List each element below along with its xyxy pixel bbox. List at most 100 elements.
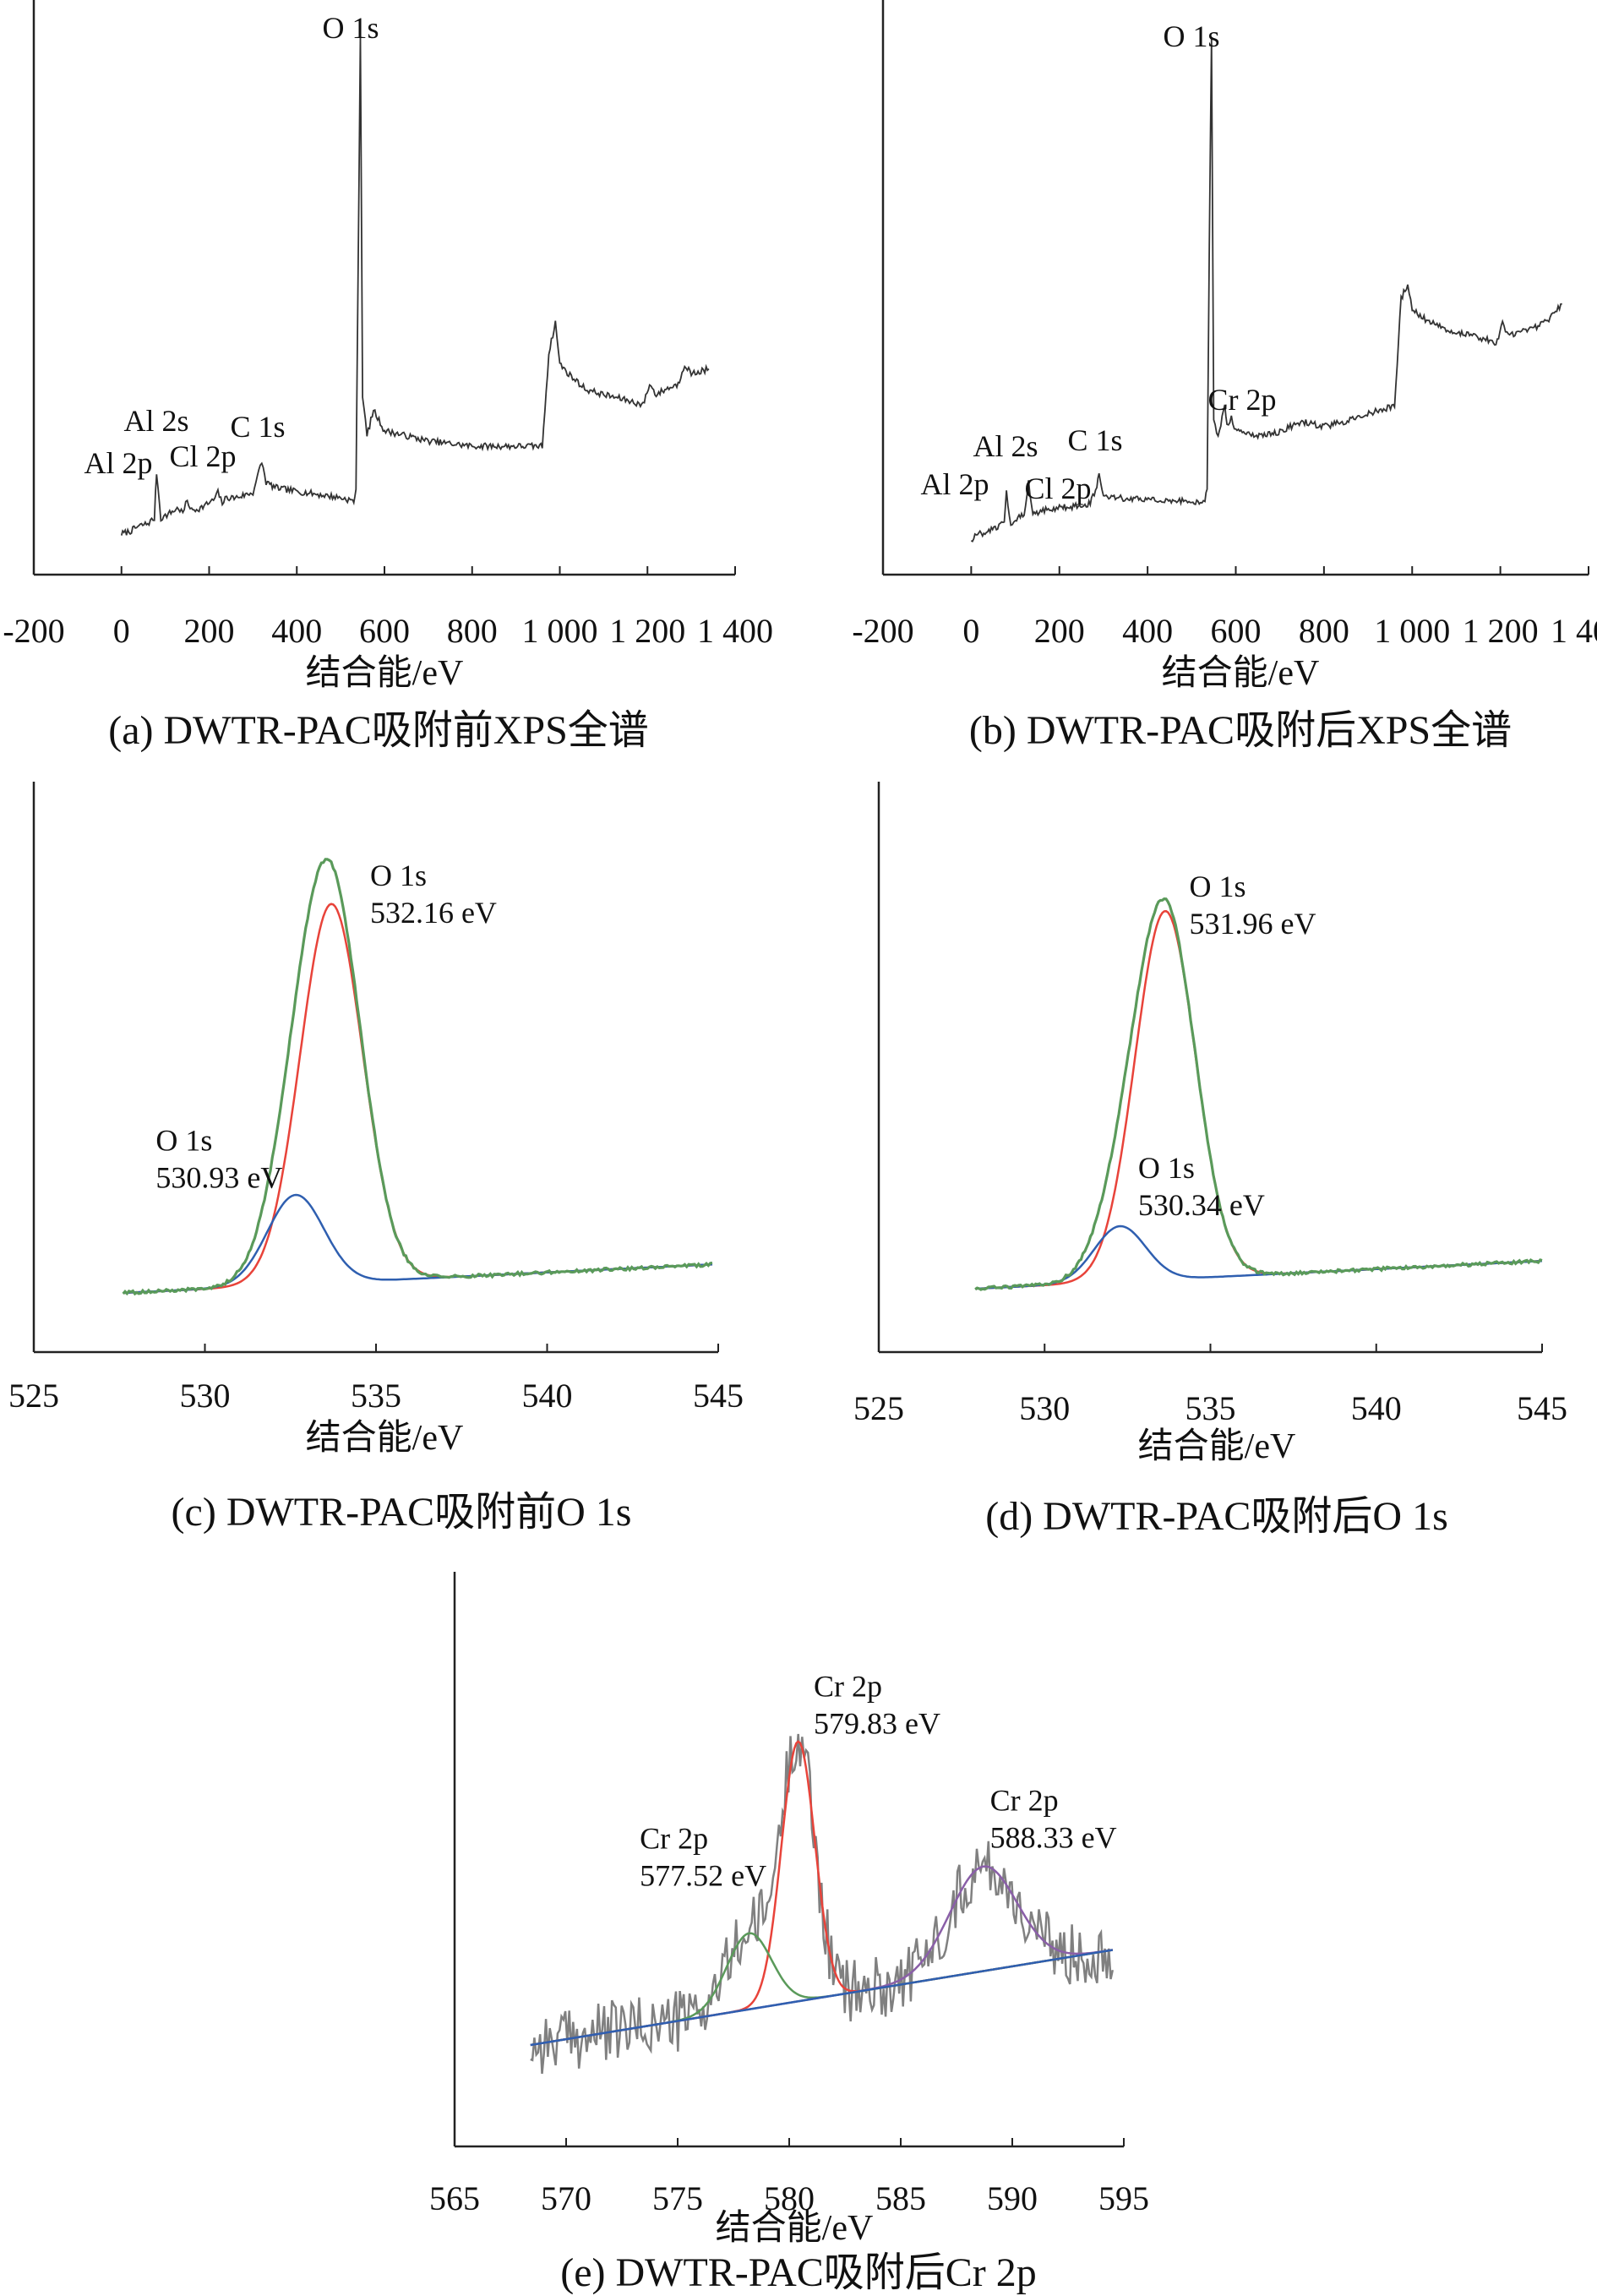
panel-c-tick-label: 545 <box>693 1377 744 1415</box>
panel-e-tick-label: 565 <box>429 2179 480 2217</box>
panel-a-tick-label: 600 <box>359 612 410 650</box>
panel-d-tick-label: 545 <box>1517 1389 1567 1427</box>
panel-e-xlabel: 结合能/eV <box>716 2209 874 2248</box>
panel-a-peak-label: C 1s <box>230 410 285 444</box>
panel-c-tick-label: 530 <box>180 1377 231 1415</box>
panel-a-tick-label: 1 400 <box>697 612 773 650</box>
panel-d-peak-name: O 1s <box>1138 1151 1195 1185</box>
panel-a-spectrum-line <box>120 35 710 536</box>
panel-d-peak-value: 530.34 eV <box>1138 1188 1265 1222</box>
panel-c-series <box>122 858 713 1296</box>
panel-a-tick-label: 800 <box>447 612 498 650</box>
panel-b-tick-label: 1 200 <box>1463 612 1539 650</box>
panel-e-tick-label: 585 <box>875 2179 926 2217</box>
panel-c-envelope <box>122 858 713 1296</box>
panel-d-x-ticks: 525 530 535 540 545 <box>853 1344 1567 1427</box>
panel-b-tick-label: 0 <box>962 612 979 650</box>
panel-b-tick-label: 600 <box>1211 612 1262 650</box>
panel-e-series <box>530 1733 1115 2075</box>
panel-d-tick-label: 540 <box>1351 1389 1402 1427</box>
panel-c-caption: (c) DWTR-PAC吸附前O 1s <box>172 1490 632 1535</box>
panel-a-series <box>120 35 710 536</box>
panel-e-peak-value: 579.83 eV <box>814 1707 940 1741</box>
panel-c-xlabel: 结合能/eV <box>306 1419 464 1458</box>
panel-b-peak-label: Cr 2p <box>1208 383 1277 417</box>
panel-a-x-ticks: -200 0 200 400 600 800 1 000 1 200 1 400 <box>3 566 773 650</box>
panel-b-tick-label: 1 000 <box>1374 612 1450 650</box>
panel-a-peak-label: Al 2s <box>123 404 188 438</box>
panel-a-peak-label: O 1s <box>322 11 379 45</box>
panel-a-peak-label: Al 2p <box>84 446 153 480</box>
panel-e-baseline <box>530 1949 1114 2047</box>
panel-e-caption: (e) DWTR-PAC吸附后Cr 2p <box>560 2250 1037 2295</box>
panel-d-caption: (d) DWTR-PAC吸附后O 1s <box>985 1494 1448 1539</box>
panel-c-peak-value: 532.16 eV <box>370 896 497 930</box>
panel-a-tick-label: -200 <box>3 612 64 650</box>
panel-b-series <box>970 38 1562 543</box>
panel-a-tick-label: 0 <box>113 612 130 650</box>
panel-b-xlabel: 结合能/eV <box>1162 654 1320 693</box>
panel-a-peak-label: Cl 2p <box>169 439 236 473</box>
panel-b-annotations: O 1s Al 2p Al 2s Cl 2p C 1s Cr 2p <box>921 19 1277 505</box>
panel-b-peak-label: C 1s <box>1067 423 1122 457</box>
panel-d-series <box>974 897 1543 1291</box>
panel-d-envelope <box>974 897 1543 1291</box>
panel-b-x-ticks: -200 0 200 400 600 800 1 000 1 200 1 400 <box>852 566 1597 650</box>
panel-d-component-2 <box>975 1224 1543 1290</box>
panel-d-tick-label: 535 <box>1185 1389 1236 1427</box>
panel-c-tick-label: 525 <box>8 1377 59 1415</box>
panel-c-peak-value: 530.93 eV <box>155 1160 282 1194</box>
panel-e-tick-label: 595 <box>1098 2179 1149 2217</box>
panel-b-tick-label: 1 400 <box>1551 612 1597 650</box>
panel-e-component-2 <box>530 1932 1114 2047</box>
panel-b-spectrum-line <box>970 38 1562 543</box>
panel-b-caption: (b) DWTR-PAC吸附后XPS全谱 <box>969 708 1512 753</box>
panel-a-tick-label: 1 000 <box>522 612 598 650</box>
panel-c-peak-name: O 1s <box>370 859 427 892</box>
panel-e-tick-label: 575 <box>652 2179 703 2217</box>
panel-c-component-2 <box>123 1193 713 1295</box>
panel-b-peak-label: Cl 2p <box>1024 472 1091 505</box>
panel-b-tick-label: 400 <box>1122 612 1173 650</box>
panel-e-raw-line <box>530 1733 1115 2075</box>
panel-d-peak-name: O 1s <box>1190 870 1246 903</box>
panel-e-tick-label: 590 <box>987 2179 1038 2217</box>
panel-a-caption: (a) DWTR-PAC吸附前XPS全谱 <box>108 708 649 753</box>
panel-e-tick-label: 570 <box>541 2179 591 2217</box>
panel-d-tick-label: 525 <box>853 1389 904 1427</box>
panel-b-peak-label: Al 2p <box>921 467 989 501</box>
panel-b-peak-label: O 1s <box>1163 19 1219 53</box>
panel-e-peak-value: 588.33 eV <box>990 1821 1117 1855</box>
panel-c-component-1 <box>123 903 713 1295</box>
panel-b-tick-label: 200 <box>1034 612 1085 650</box>
panel-d-xlabel: 结合能/eV <box>1138 1427 1296 1466</box>
panel-a-survey-before: -200 0 200 400 600 800 1 000 1 200 1 400 O 1s Al … <box>3 0 773 753</box>
panel-b-peak-label: Al 2s <box>973 429 1038 463</box>
panel-d-tick-label: 530 <box>1019 1389 1070 1427</box>
panel-c-tick-label: 535 <box>351 1377 401 1415</box>
panel-a-tick-label: 1 200 <box>609 612 685 650</box>
panel-b-tick-label: -200 <box>852 612 913 650</box>
panel-b-survey-after: -200 0 200 400 600 800 1 000 1 200 1 400 O 1s Al … <box>852 0 1597 753</box>
panel-c-peak-name: O 1s <box>155 1123 212 1157</box>
panel-d-peak-value: 531.96 eV <box>1190 907 1316 941</box>
panel-e-peak-name: Cr 2p <box>814 1670 882 1704</box>
panel-b-tick-label: 800 <box>1299 612 1349 650</box>
panel-e-x-ticks: 565 570 575 580 585 590 595 <box>429 2138 1149 2217</box>
panel-e-peak-name: Cr 2p <box>990 1784 1059 1818</box>
panel-e-peak-value: 577.52 eV <box>640 1859 766 1893</box>
panel-e-peak-name: Cr 2p <box>640 1822 708 1856</box>
panel-c-tick-label: 540 <box>522 1377 573 1415</box>
panel-c-x-ticks: 525 530 535 540 545 <box>8 1344 744 1415</box>
panel-a-tick-label: 400 <box>271 612 322 650</box>
panel-d-component-1 <box>975 909 1543 1290</box>
panel-a-tick-label: 200 <box>184 612 235 650</box>
